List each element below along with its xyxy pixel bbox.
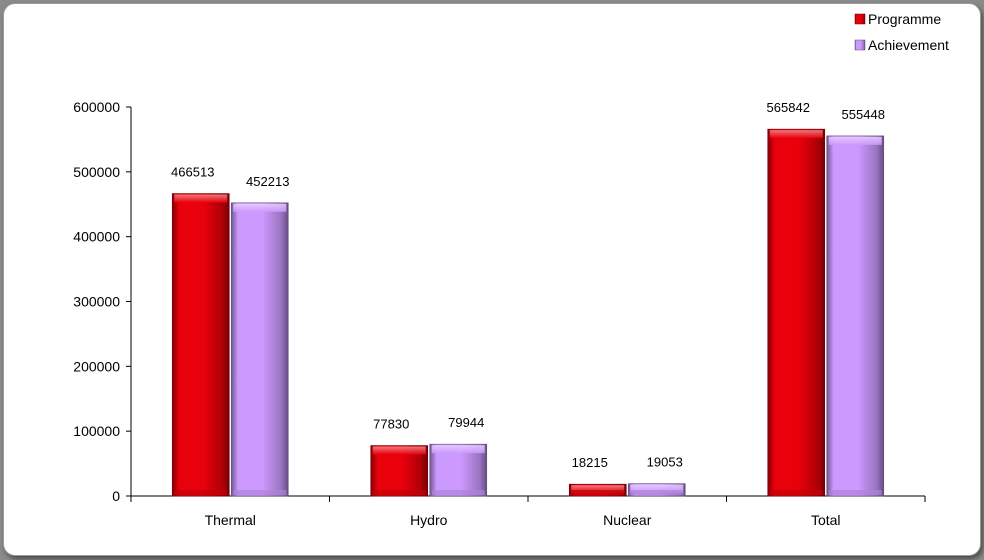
bars: [171, 128, 885, 497]
bar: [826, 135, 885, 497]
data-label: 466513: [171, 165, 214, 180]
y-tick-label: 0: [112, 488, 120, 504]
legend-label: Achievement: [868, 37, 949, 53]
y-tick-label: 100000: [73, 423, 120, 439]
data-label: 77830: [373, 417, 409, 432]
data-label: 565842: [767, 100, 810, 115]
bar-highlight: [769, 130, 823, 139]
x-axis: Thermal Hydro Nuclear Total: [130, 495, 926, 528]
category-label: Total: [811, 512, 841, 528]
bar-base: [769, 490, 823, 495]
bar-base: [630, 490, 684, 495]
bar-highlight: [828, 136, 882, 145]
bar-highlight: [372, 446, 426, 455]
data-label: 18215: [572, 455, 608, 470]
y-tick-label: 400000: [73, 229, 120, 245]
y-tick-label: 500000: [73, 164, 120, 180]
bar-highlight: [630, 484, 684, 493]
y-tick-label: 300000: [73, 294, 120, 310]
bar-base: [828, 490, 882, 495]
bar-highlight: [174, 194, 228, 203]
category-label: Nuclear: [603, 512, 652, 528]
bar: [230, 202, 289, 497]
bar-base: [372, 490, 426, 495]
data-label: 79944: [448, 415, 484, 430]
bar-highlight: [233, 203, 287, 212]
data-label: 555448: [842, 107, 885, 122]
y-tick-label: 200000: [73, 358, 120, 374]
bar: [767, 128, 826, 497]
data-label: 19053: [647, 455, 683, 470]
chart-frame: Programme Achievement 0 100000 200000 300000…: [3, 3, 981, 556]
bar-highlight: [571, 485, 625, 494]
y-tick-label: 600000: [73, 99, 120, 115]
legend-swatch: [854, 39, 866, 51]
category-label: Hydro: [410, 512, 448, 528]
bar: [171, 193, 230, 497]
data-labels: 466513 452213 77830 79944 18215 19053 565842 55…: [171, 100, 885, 470]
bar-highlight: [431, 445, 485, 454]
y-axis: 0 100000 200000 300000 400000 500000 600000: [73, 99, 132, 504]
bar-base: [571, 490, 625, 495]
legend-label: Programme: [868, 11, 941, 27]
bar-base: [431, 490, 485, 495]
category-label: Thermal: [205, 512, 256, 528]
legend: Programme Achievement: [854, 11, 949, 53]
data-label: 452213: [246, 174, 289, 189]
bar-chart: Programme Achievement 0 100000 200000 300000…: [73, 11, 949, 528]
legend-swatch: [854, 13, 866, 25]
bar-base: [233, 490, 287, 495]
bar-base: [174, 490, 228, 495]
